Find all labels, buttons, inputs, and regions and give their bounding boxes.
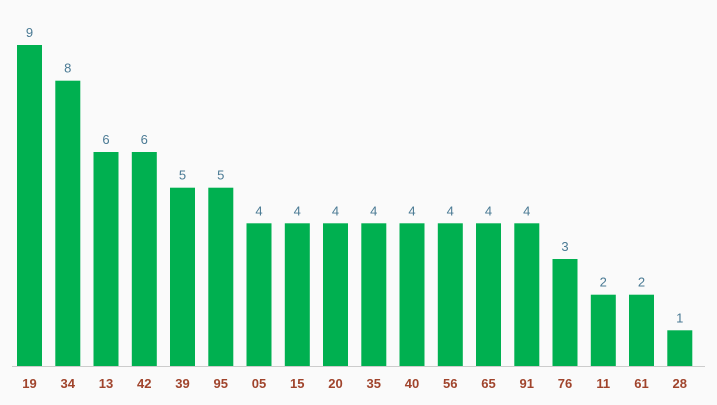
bar-42 (131, 152, 157, 366)
x-tick-label-34: 34 (61, 376, 76, 391)
value-label-76: 3 (561, 239, 568, 254)
bar-11 (590, 294, 616, 366)
bar-95 (208, 187, 234, 366)
x-tick-label-13: 13 (99, 376, 113, 391)
bar-91 (514, 223, 540, 366)
x-tick-label-19: 19 (22, 376, 36, 391)
value-label-40: 4 (408, 203, 415, 218)
bar-05 (246, 223, 272, 366)
x-tick-label-28: 28 (673, 376, 687, 391)
bar-61 (629, 294, 654, 366)
value-label-05: 4 (255, 203, 262, 218)
bar-15 (284, 223, 310, 366)
value-label-28: 1 (676, 310, 683, 325)
bar-13 (93, 152, 119, 366)
value-label-61: 2 (638, 275, 645, 290)
x-tick-label-42: 42 (137, 376, 151, 391)
value-label-91: 4 (523, 203, 530, 218)
x-tick-label-56: 56 (443, 376, 457, 391)
x-tick-label-20: 20 (328, 376, 342, 391)
value-label-35: 4 (370, 203, 377, 218)
bar-35 (361, 223, 387, 366)
x-tick-label-11: 11 (596, 376, 610, 391)
bar-56 (437, 223, 463, 366)
bar-39 (170, 187, 195, 366)
x-tick-label-40: 40 (405, 376, 419, 391)
x-tick-label-39: 39 (175, 376, 189, 391)
bars-group (17, 45, 693, 366)
bar-34 (55, 80, 81, 366)
bar-20 (323, 223, 348, 366)
bar-76 (552, 259, 578, 366)
value-labels-group: 9 8 6 6 5 5 4 4 4 4 4 4 4 4 3 2 2 1 (26, 25, 683, 325)
value-label-11: 2 (600, 275, 607, 290)
value-label-15: 4 (294, 203, 301, 218)
bar-28 (667, 330, 693, 366)
x-tick-label-61: 61 (634, 376, 648, 391)
value-label-42: 6 (141, 132, 148, 147)
x-tick-label-65: 65 (481, 376, 495, 391)
bar-65 (476, 223, 501, 366)
value-label-34: 8 (64, 61, 71, 76)
value-label-19: 9 (26, 25, 33, 40)
value-label-56: 4 (447, 203, 454, 218)
x-tick-label-05: 05 (252, 376, 266, 391)
x-tick-label-35: 35 (367, 376, 381, 391)
x-tick-labels-group: 19 34 13 42 39 95 05 15 20 35 40 56 65 91 76 11 61 28 (22, 376, 687, 391)
x-tick-label-76: 76 (558, 376, 572, 391)
x-tick-label-95: 95 (214, 376, 228, 391)
value-label-65: 4 (485, 203, 492, 218)
value-label-39: 5 (179, 168, 186, 183)
value-label-95: 5 (217, 168, 224, 183)
bar-19 (17, 45, 42, 366)
value-label-13: 6 (102, 132, 109, 147)
bar-40 (399, 223, 425, 366)
x-tick-label-15: 15 (290, 376, 304, 391)
value-label-20: 4 (332, 203, 339, 218)
x-tick-label-91: 91 (520, 376, 534, 391)
